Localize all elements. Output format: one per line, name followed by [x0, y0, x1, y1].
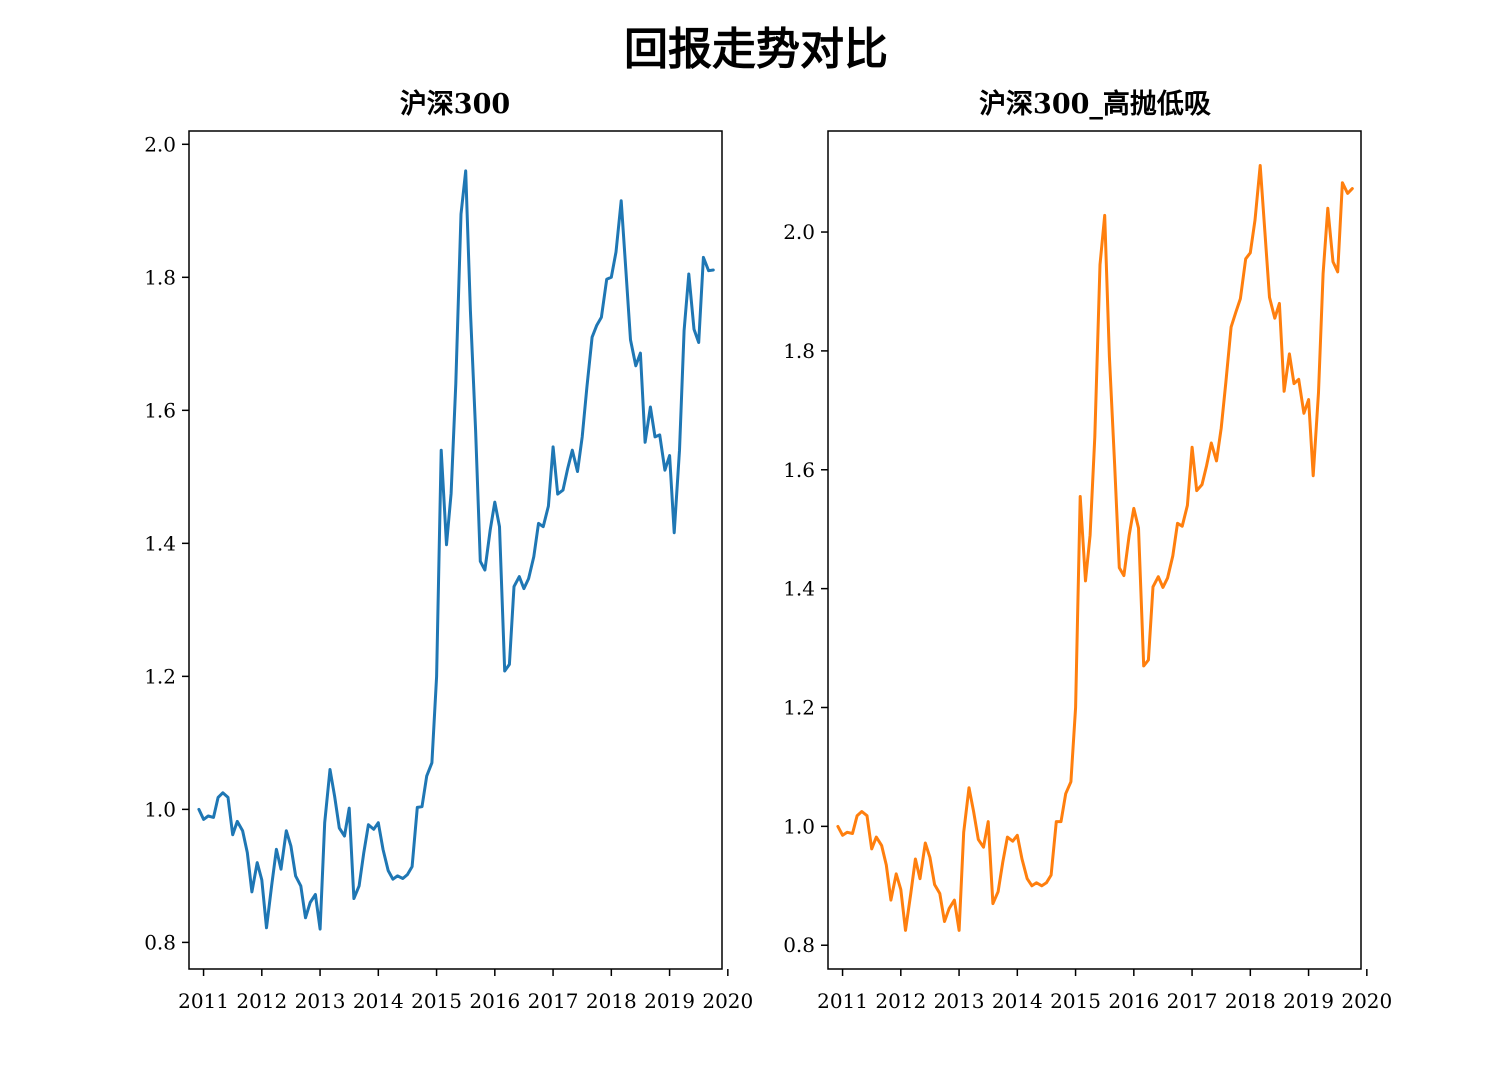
right-chart-ticks: 2011 2012 2013 2014 2015 2016 2017 2018 2019 2020… — [783, 220, 1392, 1013]
right-chart-x-tick-label: 2017 — [1167, 989, 1218, 1013]
right-chart-y-tick-label: 2.0 — [783, 220, 815, 244]
right-chart-y-tick-label: 1.4 — [783, 577, 815, 601]
left-chart-axes: 沪深300 2011 2012 2013 2014 2015 2016 2017 2018 20… — [144, 89, 753, 1013]
left-chart-ticks: 2011 2012 2013 2014 2015 2016 2017 2018 2019 2020… — [144, 132, 753, 1013]
right-chart-x-tick-label: 2016 — [1108, 989, 1159, 1013]
right-chart-axes: 沪深300_高抛低吸 2011 2012 2013 2014 2015 2016 2017 2… — [783, 88, 1392, 1013]
left-chart-y-tick-label: 1.2 — [144, 664, 176, 688]
left-chart-x-tick-label: 2015 — [411, 989, 462, 1013]
right-chart-x-tick-label: 2018 — [1225, 989, 1276, 1013]
right-chart-y-tick-label: 1.0 — [783, 814, 815, 838]
right-chart-y-tick-label: 0.8 — [783, 933, 815, 957]
right-chart-y-tick-label: 1.8 — [783, 339, 815, 363]
left-chart-y-tick-label: 2.0 — [144, 132, 176, 156]
left-chart-y-tick-label: 1.0 — [144, 797, 176, 821]
left-chart-x-tick-label: 2020 — [702, 989, 753, 1013]
left-chart-y-tick-label: 1.6 — [144, 398, 176, 422]
right-chart-x-tick-label: 2014 — [992, 989, 1043, 1013]
right-chart-series-line — [836, 164, 1354, 932]
left-chart-x-tick-label: 2018 — [586, 989, 637, 1013]
left-chart-x-tick-label: 2016 — [469, 989, 520, 1013]
left-chart-x-tick-label: 2019 — [644, 989, 695, 1013]
left-chart-series-line — [197, 169, 715, 931]
right-chart-y-tick-label: 1.2 — [783, 695, 815, 719]
right-chart-x-tick-label: 2015 — [1050, 989, 1101, 1013]
right-chart-x-tick-label: 2012 — [875, 989, 926, 1013]
right-chart-x-tick-label: 2020 — [1341, 989, 1392, 1013]
left-chart-y-tick-label: 1.8 — [144, 265, 176, 289]
left-chart-x-tick-label: 2011 — [178, 989, 229, 1013]
right-chart-title: 沪深300_高抛低吸 — [979, 88, 1211, 120]
figure-title: 回报走势对比 — [624, 24, 888, 75]
left-chart-title: 沪深300 — [400, 89, 510, 120]
right-chart-x-tick-label: 2019 — [1283, 989, 1334, 1013]
right-chart-frame — [827, 130, 1362, 970]
left-chart-y-tick-label: 1.4 — [144, 531, 176, 555]
left-chart-x-tick-label: 2017 — [528, 989, 579, 1013]
left-chart-x-tick-label: 2013 — [295, 989, 346, 1013]
left-chart-x-tick-label: 2014 — [353, 989, 404, 1013]
right-chart-x-tick-label: 2013 — [934, 989, 985, 1013]
right-chart-y-tick-label: 1.6 — [783, 458, 815, 482]
left-chart-frame — [188, 130, 723, 970]
left-chart-x-tick-label: 2012 — [236, 989, 287, 1013]
right-chart-x-tick-label: 2011 — [817, 989, 868, 1013]
left-chart-y-tick-label: 0.8 — [144, 930, 176, 954]
